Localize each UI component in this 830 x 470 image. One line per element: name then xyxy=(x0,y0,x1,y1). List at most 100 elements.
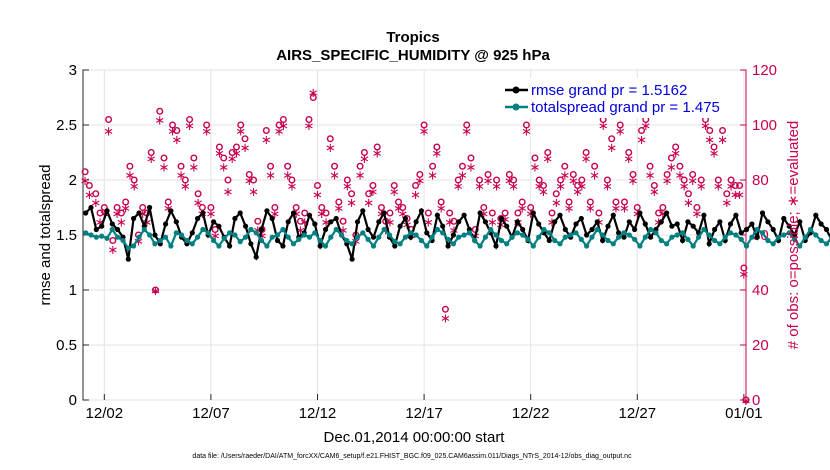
obs-evaluated-point: ∗ xyxy=(350,235,361,250)
series-point-rmse xyxy=(578,215,584,222)
obs-possible-point xyxy=(655,209,663,217)
obs-evaluated-point: ∗ xyxy=(525,207,536,222)
obs-evaluated-point: ∗ xyxy=(257,229,268,244)
series-point-totalspread xyxy=(386,232,393,238)
x-tick-label: 12/27 xyxy=(619,405,657,422)
obs-possible-point xyxy=(365,190,373,198)
series-point-rmse xyxy=(690,223,696,229)
series-point-totalspread xyxy=(525,236,531,242)
obs-possible-point xyxy=(348,190,356,198)
obs-possible-point xyxy=(736,181,744,189)
obs-evaluated-point: ∗ xyxy=(329,169,340,184)
obs-evaluated-point: ∗ xyxy=(80,174,91,189)
series-point-totalspread xyxy=(589,234,595,240)
series-point-totalspread xyxy=(552,237,558,244)
series-point-totalspread xyxy=(301,232,307,238)
series-point-rmse xyxy=(546,237,552,244)
series-point-totalspread xyxy=(530,243,536,249)
obs-possible-point xyxy=(539,181,547,189)
series-point-totalspread xyxy=(514,230,521,236)
series-point-totalspread xyxy=(296,236,302,242)
obs-possible-point xyxy=(714,176,722,184)
series-point-totalspread xyxy=(306,234,313,240)
series-point-totalspread xyxy=(349,241,355,247)
series-point-rmse xyxy=(349,256,355,262)
series-point-rmse xyxy=(573,221,579,227)
obs-evaluated-point: ∗ xyxy=(414,174,425,189)
obs-possible-point xyxy=(676,162,684,170)
obs-evaluated-point: ∗ xyxy=(410,188,421,203)
obs-evaluated-point: ∗ xyxy=(150,284,161,299)
series-point-rmse xyxy=(237,210,243,216)
series-point-totalspread xyxy=(813,232,819,238)
series-point-rmse xyxy=(413,219,419,225)
series-point-totalspread xyxy=(770,241,776,247)
obs-evaluated-point: ∗ xyxy=(176,169,187,184)
obs-possible-point xyxy=(81,168,89,176)
obs-possible-point xyxy=(527,203,535,211)
obs-evaluated-point: ∗ xyxy=(180,180,191,195)
obs-evaluated-point: ∗ xyxy=(542,152,553,167)
series-point-rmse xyxy=(322,226,329,233)
series-point-totalspread xyxy=(413,232,419,238)
series-point-totalspread xyxy=(738,236,744,242)
obs-possible-point xyxy=(467,154,475,162)
obs-possible-point xyxy=(742,396,750,404)
series-point-rmse xyxy=(93,226,99,233)
y-tick-label: 1 xyxy=(69,282,77,299)
series-point-rmse xyxy=(424,230,430,236)
obs-evaluated-point: ∗ xyxy=(564,202,575,217)
series-point-totalspread xyxy=(136,234,142,240)
series-point-rmse xyxy=(211,219,217,225)
obs-possible-point xyxy=(267,162,275,170)
series-point-rmse xyxy=(450,232,456,238)
series-point-totalspread xyxy=(285,234,291,240)
obs-evaluated-point: ∗ xyxy=(265,169,276,184)
series-point-totalspread xyxy=(205,230,211,236)
series-point-rmse xyxy=(280,243,286,249)
obs-possible-point xyxy=(322,209,330,217)
obs-possible-point xyxy=(262,126,270,134)
obs-possible-point xyxy=(275,121,283,129)
obs-evaluated-point: ∗ xyxy=(606,141,617,156)
obs-evaluated-point: ∗ xyxy=(741,394,752,409)
series-point-totalspread xyxy=(605,237,611,244)
series-point-rmse xyxy=(482,219,488,225)
obs-evaluated-point: ∗ xyxy=(670,147,681,162)
x-tick-label: 12/17 xyxy=(405,405,443,422)
series-point-totalspread xyxy=(818,237,824,244)
obs-possible-point xyxy=(723,190,731,198)
series-point-rmse xyxy=(397,223,403,229)
obs-possible-point xyxy=(501,209,509,217)
series-point-rmse xyxy=(360,208,366,214)
obs-evaluated-point: ∗ xyxy=(444,215,455,230)
y-tick-label: 0 xyxy=(69,392,77,409)
series-point-totalspread xyxy=(328,234,334,240)
obs-evaluated-point: ∗ xyxy=(295,224,306,239)
obs-possible-point xyxy=(488,209,496,217)
series-point-totalspread xyxy=(472,237,478,244)
obs-evaluated-point: ∗ xyxy=(367,185,378,200)
obs-evaluated-point: ∗ xyxy=(478,207,489,222)
obs-evaluated-point: ∗ xyxy=(321,215,332,230)
obs-evaluated-point: ∗ xyxy=(154,114,165,129)
obs-possible-point xyxy=(318,203,326,211)
obs-possible-point xyxy=(377,203,385,211)
series-point-totalspread xyxy=(200,226,206,233)
obs-possible-point xyxy=(646,162,654,170)
series-point-rmse xyxy=(781,215,787,222)
obs-evaluated-point: ∗ xyxy=(90,196,101,211)
series-point-totalspread xyxy=(493,232,499,238)
series-point-totalspread xyxy=(456,234,462,240)
obs-possible-point xyxy=(232,143,240,151)
series-point-rmse xyxy=(589,226,595,233)
obs-possible-point xyxy=(612,198,620,206)
series-point-rmse xyxy=(402,215,408,222)
obs-possible-point xyxy=(237,121,245,129)
series-point-totalspread xyxy=(797,243,803,249)
obs-possible-point xyxy=(625,148,633,156)
obs-evaluated-point: ∗ xyxy=(240,141,251,156)
series-point-totalspread xyxy=(232,232,238,238)
series-point-rmse xyxy=(823,226,830,233)
obs-possible-point xyxy=(719,126,727,134)
